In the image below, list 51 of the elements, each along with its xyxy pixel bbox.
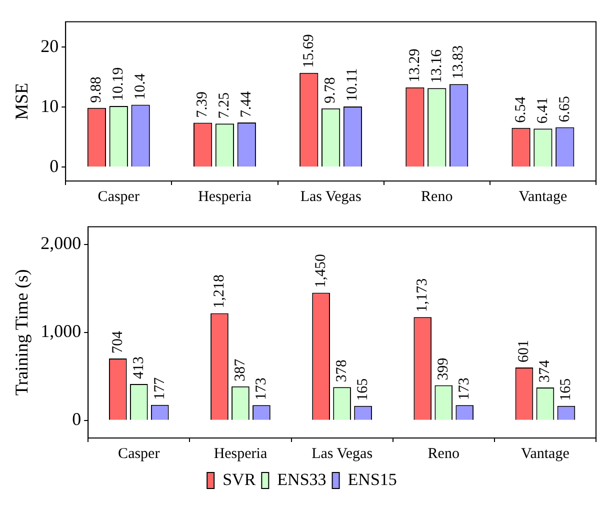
data-label: 7.25 (216, 92, 233, 119)
data-label: 1,218 (211, 274, 228, 308)
y-tick-label: 0 (50, 156, 59, 176)
data-label: 15.69 (300, 34, 317, 68)
legend-label: ENS33 (277, 470, 326, 489)
data-label: 1,450 (312, 254, 329, 288)
data-label: 13.29 (406, 48, 423, 82)
data-label: 374 (537, 359, 554, 382)
data-label: 6.65 (556, 96, 573, 122)
data-label: 173 (456, 378, 473, 400)
data-label: 10.19 (110, 67, 127, 101)
data-label: 173 (253, 378, 270, 400)
y-axis-title: MSE (12, 82, 32, 120)
x-tick-label: Casper (98, 188, 140, 205)
y-tick-label: 2,000 (40, 233, 82, 254)
data-label: 601 (516, 340, 532, 363)
x-tick-label: Casper (118, 446, 160, 462)
x-tick-label: Hesperia (198, 188, 252, 205)
x-tick-label: Las Vegas (312, 446, 373, 462)
data-label: 10.4 (132, 72, 148, 100)
x-tick-label: Hesperia (214, 446, 268, 462)
data-label: 13.16 (428, 48, 445, 84)
data-label: 7.39 (194, 92, 211, 118)
y-tick-label: 0 (72, 409, 82, 430)
y-tick-label: 10 (40, 96, 59, 116)
x-tick-label: Las Vegas (300, 188, 362, 205)
data-label: 6.41 (534, 97, 551, 124)
legend-label: SVR (222, 470, 256, 489)
data-label: 10.11 (344, 68, 361, 102)
x-tick-label: Reno (421, 188, 453, 205)
legend-label: ENS15 (348, 470, 397, 489)
data-label: 13.83 (450, 45, 467, 80)
data-label: 378 (334, 360, 350, 382)
data-label: 7.44 (238, 90, 255, 118)
y-tick-label: 20 (40, 36, 59, 56)
data-label: 9.78 (322, 77, 339, 104)
x-tick-label: Vantage (518, 188, 568, 205)
data-label: 165 (354, 378, 371, 401)
x-tick-label: Reno (428, 446, 460, 462)
data-label: 9.88 (88, 76, 105, 103)
data-label: 413 (130, 356, 147, 380)
data-label: 6.54 (512, 96, 529, 123)
data-label: 177 (152, 376, 168, 400)
data-label: 165 (558, 378, 574, 401)
x-tick-label: Vantage (521, 446, 570, 462)
data-label: 387 (232, 358, 248, 382)
data-label: 399 (436, 358, 452, 380)
y-axis-title: Training Time (s) (12, 269, 32, 396)
data-label: 1,173 (414, 278, 431, 312)
data-label: 704 (110, 330, 126, 354)
y-tick-label: 1,000 (40, 321, 82, 342)
